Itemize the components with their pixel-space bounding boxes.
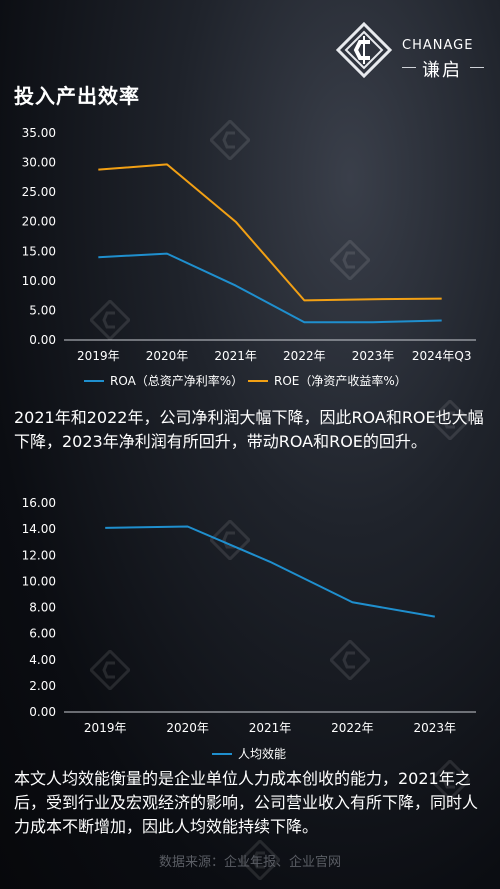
roa-roe-chart: 35.00 30.00 25.00 20.00 15.00 10.00 5.00 0.00 20… bbox=[22, 126, 476, 388]
y-tick-label: 14.00 bbox=[22, 522, 56, 536]
watermark-icon bbox=[88, 298, 132, 342]
analysis-paragraph-2: 本文人均效能衡量的是企业单位人力成本创收的能力，2021年之后，受到行业及宏观经… bbox=[14, 769, 479, 836]
y-tick-label: 15.00 bbox=[22, 244, 56, 258]
brand-logo: CHANAGE 谦启 bbox=[336, 22, 486, 82]
y-tick-label: 0.00 bbox=[29, 705, 56, 719]
x-tick-label: 2019年 bbox=[84, 721, 127, 735]
watermark-icon bbox=[428, 758, 472, 802]
x-tick-label: 2023年 bbox=[352, 349, 395, 363]
legend-label: ROA（总资产净利率%） bbox=[110, 373, 243, 388]
x-tick-label: 2021年 bbox=[249, 721, 292, 735]
logo-dash-right bbox=[470, 67, 484, 68]
watermark-icon bbox=[208, 118, 252, 162]
x-tick-label: 2022年 bbox=[283, 349, 326, 363]
analysis-paragraph-1: 2021年和2022年，公司净利润大幅下降，因此ROA和ROE也大幅下降，202… bbox=[14, 408, 484, 451]
y-tick-label: 10.00 bbox=[22, 274, 56, 288]
watermark-icon bbox=[208, 518, 252, 562]
legend-label: ROE（净资产收益率%） bbox=[274, 373, 407, 388]
watermark-icon bbox=[238, 838, 282, 882]
watermark-icon bbox=[88, 648, 132, 692]
y-tick-label: 20.00 bbox=[22, 215, 56, 229]
y-tick-label: 2.00 bbox=[29, 679, 56, 693]
y-tick-label: 4.00 bbox=[29, 653, 56, 667]
logo-name-en: CHANAGE bbox=[402, 38, 474, 53]
watermark-icon bbox=[328, 238, 372, 282]
y-tick-label: 35.00 bbox=[22, 126, 56, 140]
series-line bbox=[98, 163, 442, 302]
y-tick-label: 6.00 bbox=[29, 627, 56, 641]
y-tick-label: 25.00 bbox=[22, 185, 56, 199]
y-tick-label: 10.00 bbox=[22, 574, 56, 588]
logo-mark-icon bbox=[336, 22, 392, 78]
series-line bbox=[98, 252, 442, 324]
y-tick-label: 5.00 bbox=[29, 303, 56, 317]
watermark-icon bbox=[428, 398, 472, 442]
series-line bbox=[105, 525, 435, 618]
y-tick-label: 8.00 bbox=[29, 601, 56, 615]
y-tick-label: 30.00 bbox=[22, 156, 56, 170]
x-tick-label: 2023年 bbox=[414, 721, 457, 735]
x-tick-label: 2022年 bbox=[331, 721, 374, 735]
y-tick-label: 16.00 bbox=[22, 496, 56, 510]
y-tick-label: 0.00 bbox=[29, 333, 56, 347]
x-tick-label: 2024年Q3 bbox=[412, 349, 472, 363]
per-capita-efficiency-chart: 16.00 14.00 12.00 10.00 8.00 6.00 4.00 2.00 0.00… bbox=[22, 496, 476, 761]
x-tick-label: 2021年 bbox=[214, 349, 257, 363]
page-title: 投入产出效率 bbox=[14, 84, 140, 108]
x-tick-label: 2019年 bbox=[77, 349, 120, 363]
logo-name-cn: 谦启 bbox=[422, 60, 462, 81]
logo-dash-left bbox=[402, 67, 416, 68]
data-source: 数据来源：企业年报、企业官网 bbox=[158, 855, 341, 870]
legend-label: 人均效能 bbox=[238, 746, 286, 761]
x-tick-label: 2020年 bbox=[146, 349, 189, 363]
y-tick-label: 12.00 bbox=[22, 548, 56, 562]
watermark-icon bbox=[328, 638, 372, 682]
x-tick-label: 2020年 bbox=[166, 721, 209, 735]
